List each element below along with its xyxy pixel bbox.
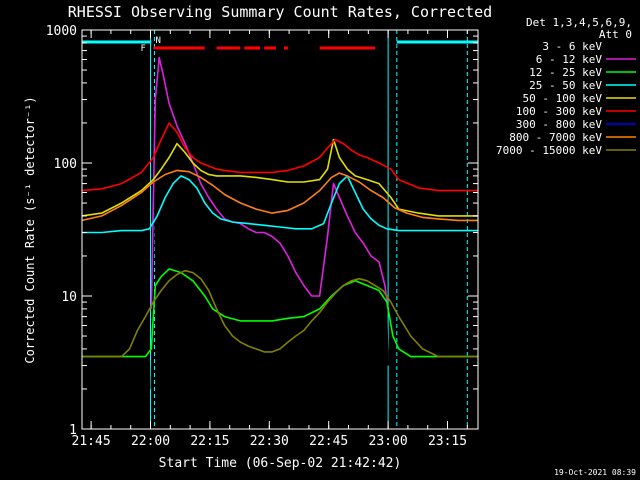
x-tick-label-6: 23:15 [428, 434, 467, 449]
plot-area: FN 21:45 22:00 22:15 22:30 22:45 23:00 23:15 1 10… [46, 24, 479, 449]
series-line-8 [82, 269, 478, 358]
x-tick-label-2: 22:15 [190, 434, 229, 449]
x-tick-label-5: 23:00 [369, 434, 408, 449]
legend-label-7: 800 - 7000 keV [509, 131, 602, 144]
x-axis-label: Start Time (06-Sep-02 21:42:42) [159, 456, 402, 471]
legend-label-1: 6 - 12 keV [536, 53, 603, 66]
flag-n-label: N [155, 36, 160, 46]
y-tick-label-3: 1000 [46, 24, 77, 39]
legend-header-0: Det 1,3,4,5,6,9, [526, 16, 632, 29]
x-tick-label-3: 22:30 [250, 434, 289, 449]
chart-title: RHESSI Observing Summary Count Rates, Co… [68, 3, 492, 21]
x-tick-label-4: 22:45 [309, 434, 348, 449]
legend-label-5: 100 - 300 keV [516, 105, 602, 118]
series-line-7 [81, 169, 478, 222]
flag-f-label: F [141, 44, 146, 54]
series-line-4 [81, 138, 478, 217]
y-tick-label-2: 100 [54, 157, 77, 172]
legend-label-6: 300 - 800 keV [516, 118, 602, 131]
x-tick-label-1: 22:00 [131, 434, 170, 449]
timestamp: 19-Oct-2021 08:39 [554, 468, 636, 477]
series-line-3 [82, 175, 478, 234]
y-tick-label-0: 1 [69, 423, 77, 438]
axes-frame [81, 29, 479, 430]
legend-label-0: 3 - 6 keV [542, 40, 602, 53]
x-tick-label-0: 21:45 [72, 434, 111, 449]
y-tick-label-1: 10 [61, 290, 77, 305]
legend-label-3: 25 - 50 keV [529, 79, 602, 92]
series-line-1 [150, 56, 389, 310]
series-line-2 [82, 268, 478, 358]
y-axis-label: Corrected Count Rate (s⁻¹ detector⁻¹) [23, 96, 37, 363]
legend-label-2: 12 - 25 keV [529, 66, 602, 79]
series-line-5 [81, 122, 478, 192]
legend-header-1: Att 0 [599, 28, 632, 41]
legend-label-4: 50 - 100 keV [523, 92, 603, 105]
legend-label-8: 7000 - 15000 keV [496, 144, 602, 157]
